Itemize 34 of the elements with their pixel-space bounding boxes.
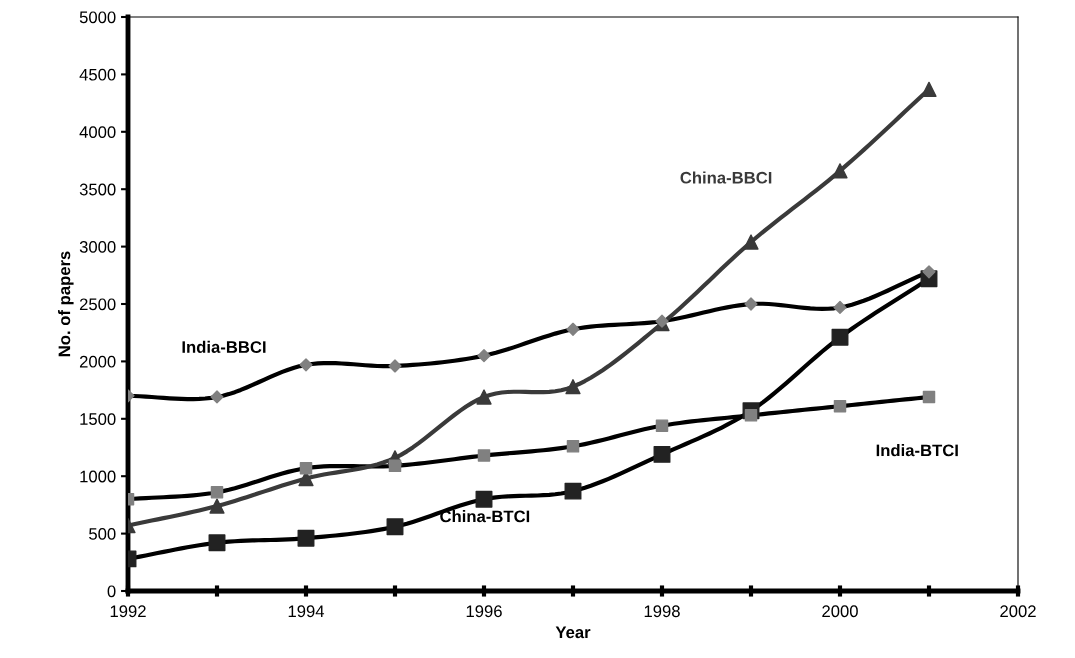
point (297, 529, 315, 547)
y-tick-label: 500 (89, 528, 116, 540)
x-tick-label: 1994 (288, 605, 325, 618)
x-tick-label: 2000 (822, 605, 858, 618)
series-label: China-BTCI (440, 510, 530, 523)
y-tick-label: 1000 (80, 470, 116, 483)
y-tick-label: 5000 (79, 11, 116, 24)
point (832, 163, 848, 179)
point (209, 498, 225, 514)
point (564, 482, 582, 500)
x-tick-label: 1998 (644, 605, 680, 618)
x-tick-label: 1992 (110, 605, 146, 618)
point (208, 534, 226, 552)
point (476, 389, 492, 405)
text: India-BTCI (876, 444, 958, 457)
series-label: India-BBCI (182, 340, 266, 353)
series-label: China-BBCI (680, 171, 772, 184)
x-tick-label: 1996 (466, 605, 502, 618)
x-tick-label: 2002 (1000, 605, 1036, 618)
y-axis-title: No. of papers (58, 251, 74, 357)
point (743, 234, 759, 250)
y-tick-label: 4000 (79, 126, 116, 138)
y-tick-label: 3500 (79, 183, 116, 196)
x-axis-title: Year (555, 626, 591, 639)
y-tick-label: 0 (107, 585, 116, 598)
point (565, 379, 581, 395)
y-tick-label: 2500 (79, 298, 116, 311)
y-tick-label: 1500 (80, 413, 116, 425)
y-tick-label: 3000 (79, 241, 116, 253)
y-tick-label: 2000 (79, 355, 116, 368)
point (921, 81, 937, 97)
y-tick-label: 4500 (79, 68, 116, 81)
point (922, 390, 936, 404)
point (475, 490, 493, 508)
